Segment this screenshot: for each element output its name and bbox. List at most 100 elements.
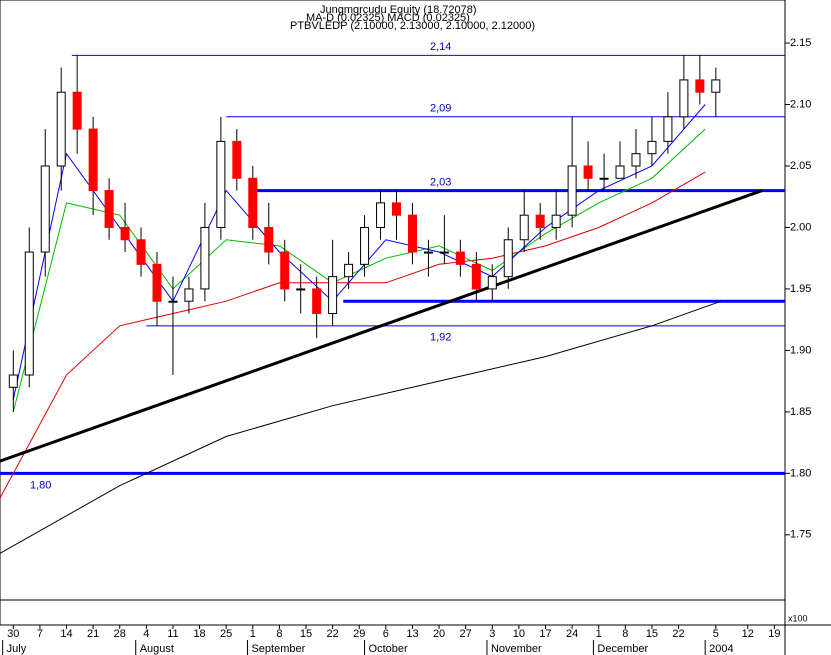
candle-body bbox=[376, 202, 386, 228]
level-label: 2,03 bbox=[430, 176, 451, 188]
candle-body bbox=[679, 79, 689, 118]
x-tick-label: 21 bbox=[87, 628, 99, 640]
x-tick-label: 15 bbox=[646, 628, 658, 640]
x-tick-label: 12 bbox=[742, 628, 754, 640]
level-label: 2,14 bbox=[430, 41, 451, 53]
x-tick-label: 1 bbox=[596, 628, 602, 640]
candle-body bbox=[519, 214, 529, 241]
volume-unit: x100 bbox=[788, 613, 808, 623]
candle-body bbox=[56, 91, 66, 167]
candle-body bbox=[216, 140, 226, 228]
month-label: November bbox=[491, 643, 542, 655]
header: Jungmgrcudu Equity (18.72078) bbox=[320, 4, 477, 16]
candle-body bbox=[72, 91, 82, 130]
x-tick-label: 10 bbox=[513, 628, 525, 640]
candle-body bbox=[711, 79, 721, 93]
level-label: 1,80 bbox=[30, 479, 51, 491]
x-tick-label: 1 bbox=[250, 628, 256, 640]
candle-body bbox=[168, 300, 178, 303]
candle-body bbox=[663, 116, 673, 142]
candle-body bbox=[567, 165, 577, 216]
candle-body bbox=[88, 128, 98, 192]
x-tick-label: 19 bbox=[768, 628, 780, 640]
candle-body bbox=[328, 276, 338, 315]
candle-body bbox=[407, 214, 417, 253]
candle-body bbox=[439, 251, 449, 254]
y-tick-label: 2.15 bbox=[790, 37, 811, 49]
volume-panel bbox=[0, 599, 786, 626]
moving-average bbox=[0, 300, 722, 554]
x-tick-label: 13 bbox=[406, 628, 418, 640]
candle-body bbox=[599, 177, 609, 180]
candle-body bbox=[615, 165, 625, 179]
x-tick-label: 18 bbox=[193, 628, 205, 640]
y-tick-label: 2.10 bbox=[790, 98, 811, 110]
candle-body bbox=[503, 239, 513, 278]
x-tick-label: 25 bbox=[220, 628, 232, 640]
candle-body bbox=[136, 239, 146, 265]
y-tick-label: 1.90 bbox=[790, 344, 811, 356]
candle-body bbox=[583, 165, 593, 179]
x-tick-label: 4 bbox=[143, 628, 149, 640]
candle-body bbox=[8, 374, 18, 388]
candle-body bbox=[104, 190, 114, 228]
candle-body bbox=[264, 226, 274, 253]
candle-body bbox=[535, 214, 545, 228]
candle-body bbox=[695, 79, 705, 93]
month-label: 2004 bbox=[709, 643, 733, 655]
x-tick-label: 3 bbox=[489, 628, 495, 640]
candle-body bbox=[344, 263, 354, 278]
x-tick-label: 17 bbox=[539, 628, 551, 640]
candle-body bbox=[647, 140, 657, 155]
candle-body bbox=[120, 226, 130, 241]
candle-body bbox=[487, 276, 497, 290]
x-tick-label: 29 bbox=[353, 628, 365, 640]
candle-body bbox=[360, 226, 370, 265]
y-tick-label: 1.85 bbox=[790, 406, 811, 418]
candle-body bbox=[24, 251, 34, 376]
x-tick-label: 20 bbox=[433, 628, 445, 640]
trendline bbox=[0, 189, 763, 463]
month-label: October bbox=[369, 643, 408, 655]
y-tick-label: 1.75 bbox=[790, 529, 811, 541]
candle-body bbox=[312, 288, 322, 315]
candle-body bbox=[40, 165, 50, 253]
candle-body bbox=[551, 214, 561, 228]
month-label: December bbox=[597, 643, 648, 655]
candle-body bbox=[200, 226, 210, 290]
header: MA-D (0.02325) MACD (0.02325) bbox=[306, 12, 470, 24]
x-tick-label: 27 bbox=[460, 628, 472, 640]
x-tick-label: 24 bbox=[566, 628, 578, 640]
x-tick-label: 28 bbox=[114, 628, 126, 640]
candle-body bbox=[631, 153, 641, 167]
candle-body bbox=[280, 251, 290, 290]
x-tick-label: 11 bbox=[167, 628, 178, 640]
x-tick-label: 7 bbox=[37, 628, 43, 640]
x-tick-label: 5 bbox=[713, 628, 719, 640]
candle-body bbox=[455, 251, 465, 265]
month-label: July bbox=[7, 643, 27, 655]
x-tick-label: 6 bbox=[383, 628, 389, 640]
month-label: September bbox=[251, 643, 305, 655]
x-tick-label: 15 bbox=[300, 628, 312, 640]
x-tick-label: 22 bbox=[672, 628, 684, 640]
candle-body bbox=[296, 288, 306, 291]
candle-body bbox=[248, 177, 258, 228]
x-tick-label: 14 bbox=[60, 628, 72, 640]
candle-body bbox=[184, 288, 194, 302]
moving-average bbox=[0, 171, 706, 499]
level-label: 2,09 bbox=[430, 103, 451, 115]
candle-body bbox=[423, 251, 433, 254]
candle-body bbox=[152, 263, 162, 302]
level-label: 1,92 bbox=[430, 332, 451, 344]
x-tick-label: 30 bbox=[7, 628, 19, 640]
candle-body bbox=[471, 263, 481, 290]
y-tick-label: 2.05 bbox=[790, 160, 811, 172]
x-tick-label: 8 bbox=[622, 628, 628, 640]
y-tick-label: 1.80 bbox=[790, 467, 811, 479]
candle-body bbox=[391, 202, 401, 216]
candle-body bbox=[232, 140, 242, 179]
x-tick-label: 8 bbox=[276, 628, 282, 640]
header: PTBVLEDP (2.10000, 2.13000, 2.10000, 2.1… bbox=[290, 20, 535, 32]
